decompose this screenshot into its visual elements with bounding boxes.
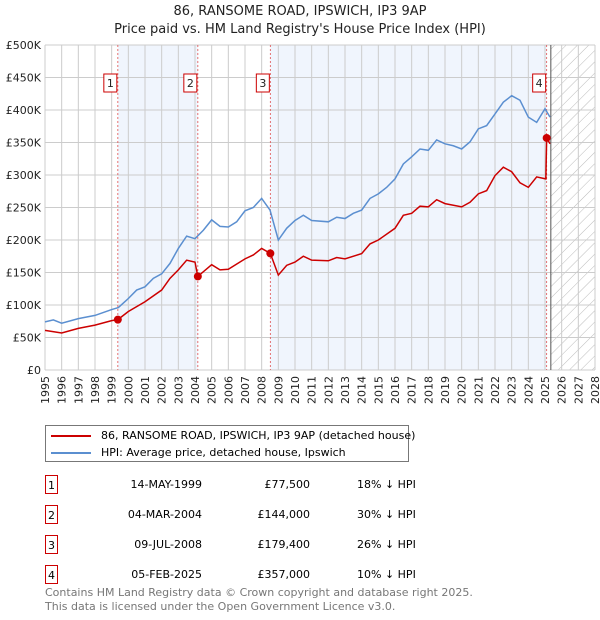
x-tick-label: 2026 [556,376,569,404]
sale-hpi-diff: 18% ↓ HPI [357,478,416,491]
y-tick-label: £100K [6,299,42,312]
sale-label-number: 1 [107,77,114,90]
x-tick-label: 2019 [439,376,452,404]
x-tick-label: 2027 [572,376,585,404]
y-tick-label: £0 [27,364,41,377]
sale-row: 4 05-FEB-2025 £357,000 10% ↓ HPI [45,565,445,585]
x-tick-label: 1996 [56,376,69,404]
sale-price: £77,500 [264,478,311,491]
x-tick-label: 1998 [89,376,102,404]
x-tick-label: 1997 [72,376,85,404]
x-tick-label: 1995 [39,376,52,404]
sale-price: £357,000 [257,568,311,581]
chart-subtitle: Price paid vs. HM Land Registry's House … [114,22,486,37]
x-tick-label: 2011 [306,376,319,404]
x-tick-label: 2024 [522,376,535,404]
x-tick-label: 2020 [456,376,469,404]
y-tick-label: £450K [6,72,42,85]
sale-date: 05-FEB-2025 [131,568,202,581]
x-tick-label: 2008 [256,376,269,404]
y-tick-label: £500K [6,39,42,52]
sale-row: 1 14-MAY-1999 £77,500 18% ↓ HPI [45,475,445,495]
sale-label-number: 3 [259,77,266,90]
y-tick-label: £200K [6,234,42,247]
sale-hpi-diff: 26% ↓ HPI [357,538,416,551]
x-tick-label: 2006 [222,376,235,404]
x-tick-label: 2009 [272,376,285,404]
sale-point [113,315,122,324]
legend-line-red [51,434,91,437]
x-tick-label: 2021 [472,376,485,404]
x-tick-label: 2003 [172,376,185,404]
x-tick-label: 2007 [239,376,252,404]
sale-price: £179,400 [257,538,311,551]
sale-label-box [255,73,270,93]
sale-point [542,133,551,142]
x-tick-label: 2023 [506,376,519,404]
hpi-line [44,94,551,324]
sale-number: 3 [45,535,58,554]
x-tick-label: 2005 [206,376,219,404]
sale-hpi-diff: 30% ↓ HPI [357,508,416,521]
legend: 86, RANSOME ROAD, IPSWICH, IP3 9AP (deta… [45,425,415,462]
x-tick-label: 2025 [539,376,552,404]
x-tick-label: 2028 [589,376,600,404]
sale-row: 2 04-MAR-2004 £144,000 30% ↓ HPI [45,505,445,525]
x-tick-label: 1999 [106,376,119,404]
sale-price: £144,000 [257,508,311,521]
x-tick-label: 2012 [322,376,335,404]
x-tick-label: 2002 [156,376,169,404]
x-tick-label: 2001 [139,376,152,404]
y-tick-label: £350K [6,137,42,150]
sale-number: 4 [45,565,58,584]
chart-title: 86, RANSOME ROAD, IPSWICH, IP3 9AP [173,4,427,19]
x-tick-label: 2018 [422,376,435,404]
sale-label-number: 2 [187,77,194,90]
legend-line-blue [51,451,91,454]
sale-date: 04-MAR-2004 [127,508,202,521]
x-tick-label: 2022 [489,376,502,404]
x-tick-label: 2004 [189,376,202,404]
sale-hpi-diff: 10% ↓ HPI [357,568,416,581]
x-tick-label: 2000 [122,376,135,404]
x-tick-label: 2014 [356,376,369,404]
price-chart: 1995 1996 1997 1998 1999 2000 2001 2002 2003 2004… [6,39,600,404]
sale-row: 3 09-JUL-2008 £179,400 26% ↓ HPI [45,535,445,555]
sale-number: 2 [45,505,58,524]
x-tick-label: 2016 [389,376,402,404]
sale-point [193,272,202,281]
sale-number: 1 [45,475,58,494]
sale-date: 09-JUL-2008 [134,538,202,551]
sale-point [266,249,275,258]
y-tick-label: £250K [6,202,42,215]
y-tick-label: £400K [6,104,42,117]
x-tick-label: 2013 [339,376,352,404]
x-tick-label: 2010 [289,376,302,404]
sale-date: 14-MAY-1999 [130,478,202,491]
sale-label-box [183,73,198,93]
sale-label-box [103,73,118,93]
footer-copyright: Contains HM Land Registry data © Crown c… [45,586,473,599]
legend-label-hpi: HPI: Average price, detached house, Ipsw… [101,446,346,459]
footer-licence: This data is licensed under the Open Gov… [45,600,396,613]
sale-label-number: 4 [536,77,543,90]
property-line [44,135,551,334]
sale-label-box [532,73,547,93]
y-tick-label: £50K [13,332,42,345]
y-tick-label: £150K [6,267,42,280]
x-tick-label: 2017 [406,376,419,404]
x-tick-label: 2015 [372,376,385,404]
y-tick-label: £300K [6,169,42,182]
legend-label-property: 86, RANSOME ROAD, IPSWICH, IP3 9AP (deta… [101,429,416,442]
